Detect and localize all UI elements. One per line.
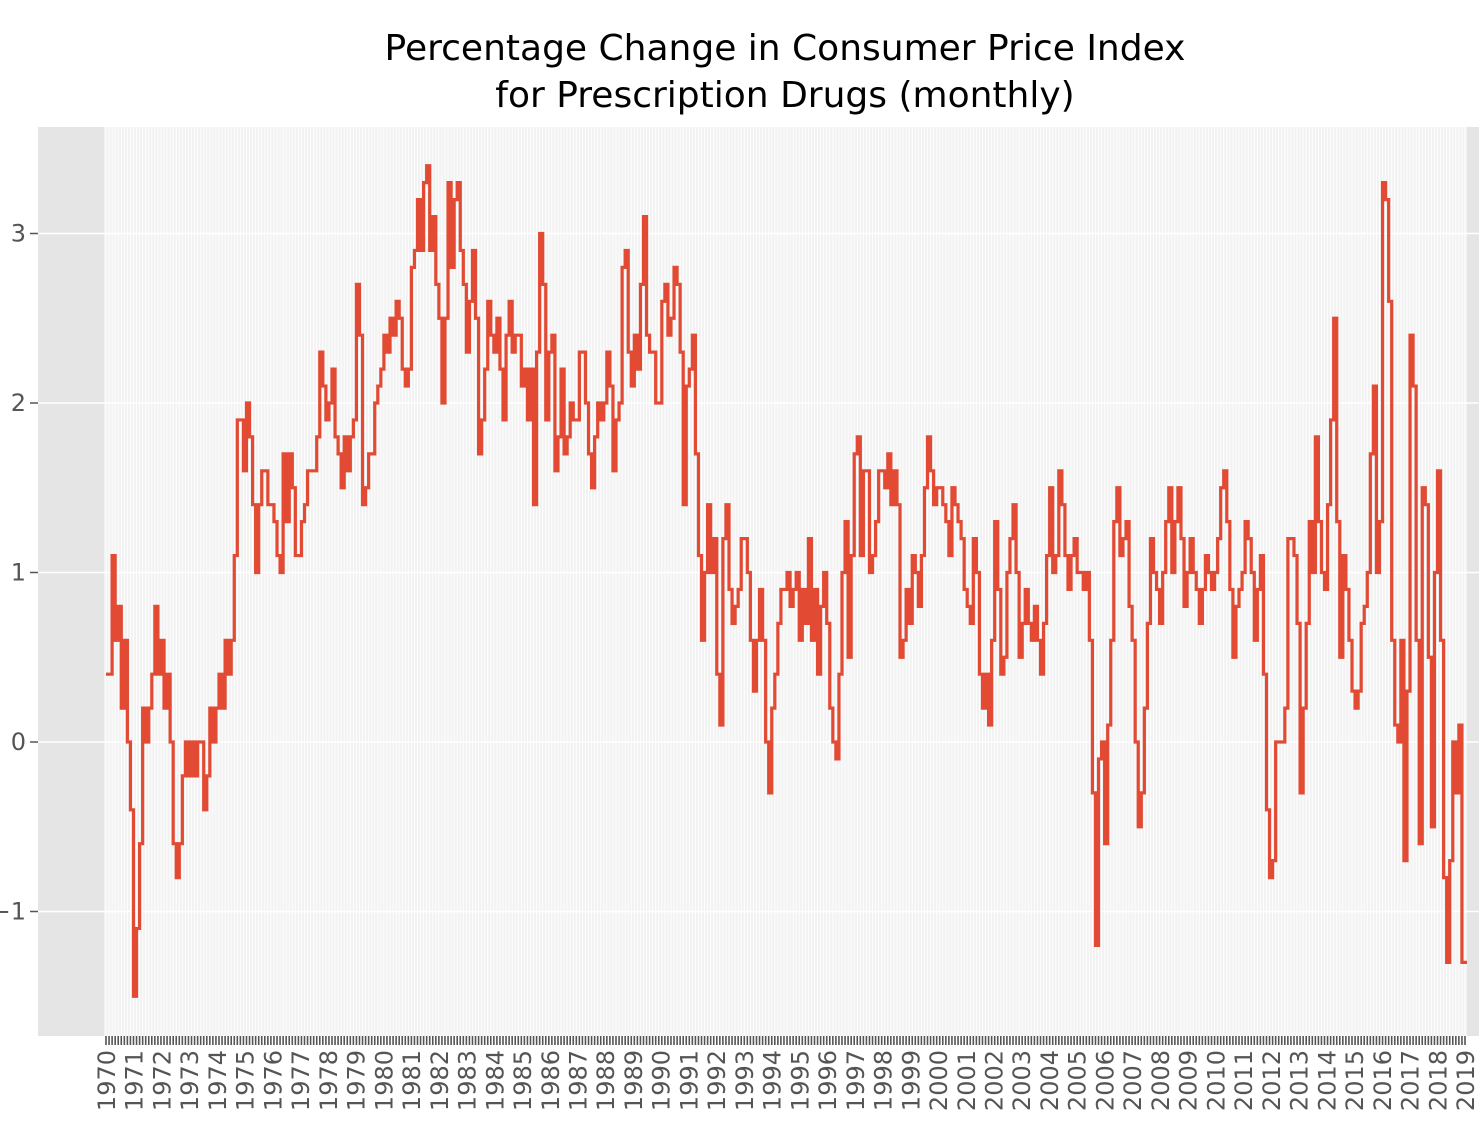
x-tick-label: 1982: [426, 1050, 454, 1111]
x-tick-label: 1978: [315, 1050, 343, 1111]
x-tick-label: 2001: [953, 1050, 981, 1111]
x-tick-label: 1976: [259, 1050, 287, 1111]
x-tick-label: 1975: [232, 1050, 260, 1111]
x-tick-label: 1998: [870, 1050, 898, 1111]
x-tick-label: 2000: [925, 1050, 953, 1111]
chart-title-line-2: for Prescription Drugs (monthly): [495, 75, 1074, 116]
x-tick-label: 1985: [509, 1050, 537, 1111]
x-tick-label: 2002: [981, 1050, 1009, 1111]
x-tick-label: 2011: [1230, 1050, 1258, 1111]
x-tick-label: 1986: [537, 1050, 565, 1111]
y-tick-label: 0: [11, 728, 26, 756]
x-tick-label: 1973: [176, 1050, 204, 1111]
x-tick-label: 1988: [592, 1050, 620, 1111]
x-tick-label: 1979: [343, 1050, 371, 1111]
x-tick-label: 2014: [1313, 1050, 1341, 1111]
x-tick-label: 2004: [1036, 1050, 1064, 1111]
x-tick-label: 1994: [759, 1050, 787, 1111]
x-tick-label: 2018: [1424, 1050, 1452, 1111]
series-line: [106, 164, 1467, 998]
x-tick-label: 1995: [786, 1050, 814, 1111]
x-tick-label: 2012: [1258, 1050, 1286, 1111]
x-tick-label: 1970: [93, 1050, 121, 1111]
x-tick-label: 1984: [481, 1050, 509, 1111]
x-tick-label: 1993: [731, 1050, 759, 1111]
x-tick-label: 2009: [1175, 1050, 1203, 1111]
y-tick-label: −1: [0, 898, 26, 926]
x-tick-label: 1971: [121, 1050, 149, 1111]
x-tick-label: 2015: [1341, 1050, 1369, 1111]
x-tick-label: 2007: [1119, 1050, 1147, 1111]
x-tick-label: 1996: [814, 1050, 842, 1111]
x-tick-label: 1992: [703, 1050, 731, 1111]
x-tick-label: 1990: [648, 1050, 676, 1111]
x-tick-label: 2008: [1147, 1050, 1175, 1111]
x-tick-label: 2005: [1064, 1050, 1092, 1111]
x-tick-label: 1972: [148, 1050, 176, 1111]
x-tick-label: 2013: [1286, 1050, 1314, 1111]
x-tick-label: 2016: [1369, 1050, 1397, 1111]
y-tick-label: 1: [11, 559, 26, 587]
x-tick-label: 1981: [398, 1050, 426, 1111]
x-tick-label: 2019: [1452, 1050, 1479, 1111]
y-tick-label: 2: [11, 389, 26, 417]
x-tick-label: 2010: [1202, 1050, 1230, 1111]
x-tick-label: 1977: [287, 1050, 315, 1111]
y-tick-label: 3: [11, 220, 26, 248]
x-tick-label: 1983: [454, 1050, 482, 1111]
y-axis: −1 0 1 2 3: [0, 220, 38, 926]
x-tick-label: 1991: [675, 1050, 703, 1111]
x-tick-label: 2003: [1008, 1050, 1036, 1111]
x-tick-label: 2017: [1397, 1050, 1425, 1111]
x-tick-label: 1997: [842, 1050, 870, 1111]
x-tick-label: 1987: [564, 1050, 592, 1111]
x-tick-label: 1980: [370, 1050, 398, 1111]
grid-lines: [38, 127, 1479, 1036]
x-axis: 1970 1971 1972 1973 1974 1975 1976 1977 1978 1979…: [93, 1036, 1479, 1111]
x-tick-label: 1989: [620, 1050, 648, 1111]
x-tick-label: 1974: [204, 1050, 232, 1111]
x-tick-label: 1999: [897, 1050, 925, 1111]
x-tick-label: 2006: [1091, 1050, 1119, 1111]
chart-title-line-1: Percentage Change in Consumer Price Inde…: [385, 28, 1186, 69]
